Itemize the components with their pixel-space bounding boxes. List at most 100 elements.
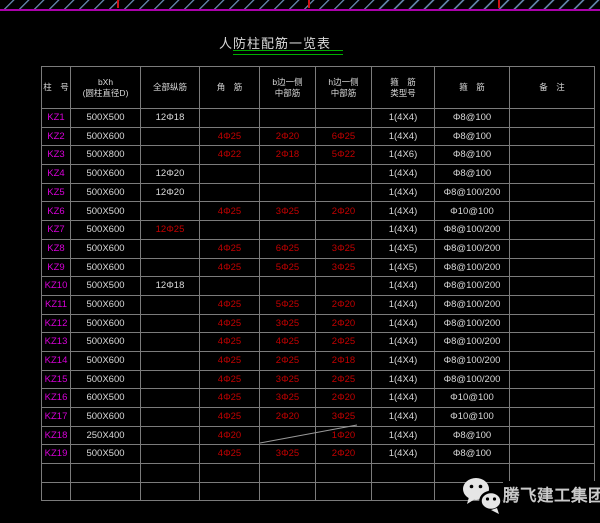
cell-bxh: 500X600 <box>70 350 141 371</box>
cell-bxh <box>70 481 141 502</box>
drawing-title: 人防柱配筋一览表 <box>218 36 331 51</box>
cell-id: KZ12 <box>41 313 71 334</box>
cell-b_mid: 4Φ25 <box>259 332 316 352</box>
table-row: KZ8 500X600 4Φ25 6Φ25 3Φ25 1(4X5) Φ8@100/200 <box>41 238 595 259</box>
cell-b_mid: 3Φ25 <box>259 313 316 334</box>
table-row: KZ16 600X500 4Φ25 3Φ25 2Φ20 1(4X4) Φ10@100 <box>41 388 595 408</box>
cell-corner: 4Φ25 <box>199 388 260 408</box>
cell-h_mid: 5Φ22 <box>315 145 372 166</box>
cell-hoop_type <box>371 463 435 483</box>
cell-bxh: 500X600 <box>70 257 141 278</box>
cell-bxh: 500X500 <box>70 444 141 465</box>
cell-hoop_type <box>371 481 435 502</box>
cell-longitudinal: 12Φ18 <box>140 276 200 296</box>
column-header-1: bXh (圆柱直径D) <box>70 66 141 109</box>
cell-note <box>509 369 595 390</box>
cell-id: KZ2 <box>41 126 71 147</box>
table-row: KZ6 500X500 4Φ25 3Φ25 2Φ20 1(4X4) Φ10@100 <box>41 201 595 222</box>
cell-b_mid <box>259 463 316 483</box>
cell-corner <box>199 164 260 184</box>
table-row: KZ9 500X600 4Φ25 5Φ25 3Φ25 1(4X5) Φ8@100/200 <box>41 257 595 278</box>
cell-corner: 4Φ22 <box>199 145 260 166</box>
column-header-7: 箍 筋 <box>434 66 510 109</box>
cell-hoop_type: 1(4X4) <box>371 388 435 408</box>
cell-id: KZ5 <box>41 182 71 203</box>
cell-bxh: 500X600 <box>70 332 141 352</box>
cell-note <box>509 444 595 465</box>
cell-note <box>509 126 595 147</box>
cell-b_mid: 3Φ25 <box>259 369 316 390</box>
cell-hoop_type: 1(4X4) <box>371 182 435 203</box>
cell-id <box>41 463 71 483</box>
cell-corner: 4Φ25 <box>199 238 260 259</box>
cell-h_mid: 2Φ20 <box>315 294 372 315</box>
cell-id: KZ15 <box>41 369 71 390</box>
cell-h_mid <box>315 108 372 128</box>
cell-h_mid: 3Φ25 <box>315 257 372 278</box>
cell-note <box>509 313 595 334</box>
cell-longitudinal <box>140 425 200 446</box>
cell-longitudinal <box>140 369 200 390</box>
cell-corner <box>199 481 260 502</box>
cell-hoop: Φ8@100/200 <box>434 276 510 296</box>
cell-hoop: Φ8@100 <box>434 108 510 128</box>
cell-bxh: 500X600 <box>70 164 141 184</box>
cell-bxh: 500X500 <box>70 108 141 128</box>
cell-corner <box>199 220 260 240</box>
cell-hoop: Φ8@100 <box>434 145 510 166</box>
cell-longitudinal <box>140 238 200 259</box>
cell-hoop: Φ10@100 <box>434 407 510 427</box>
table-row: KZ12 500X600 4Φ25 3Φ25 2Φ20 1(4X4) Φ8@100/200 <box>41 313 595 334</box>
cell-hoop: Φ8@100 <box>434 164 510 184</box>
cell-corner: 4Φ25 <box>199 313 260 334</box>
cell-hoop_type: 1(4X4) <box>371 369 435 390</box>
cell-note <box>509 388 595 408</box>
cell-hoop: Φ8@100/200 <box>434 369 510 390</box>
cell-hoop_type: 1(4X4) <box>371 201 435 222</box>
cell-longitudinal <box>140 126 200 147</box>
column-header-2: 全部纵筋 <box>140 66 200 109</box>
cell-id: KZ1 <box>41 108 71 128</box>
cell-hoop: Φ10@100 <box>434 201 510 222</box>
cell-h_mid: 6Φ25 <box>315 126 372 147</box>
cell-corner: 4Φ25 <box>199 126 260 147</box>
cell-bxh: 500X500 <box>70 276 141 296</box>
cell-h_mid: 2Φ20 <box>315 444 372 465</box>
cell-note <box>509 332 595 352</box>
cell-bxh: 250X400 <box>70 425 141 446</box>
cell-b_mid: 5Φ25 <box>259 294 316 315</box>
table-row: KZ5 500X600 12Φ20 1(4X4) Φ8@100/200 <box>41 182 595 203</box>
cell-note <box>509 220 595 240</box>
cell-id: KZ9 <box>41 257 71 278</box>
frame-tick <box>308 0 310 8</box>
cell-corner: 4Φ25 <box>199 369 260 390</box>
cell-bxh: 500X600 <box>70 220 141 240</box>
table-row: KZ4 500X600 12Φ20 1(4X4) Φ8@100 <box>41 164 595 184</box>
cell-h_mid <box>315 220 372 240</box>
table-row: KZ3 500X800 4Φ22 2Φ18 5Φ22 1(4X6) Φ8@100 <box>41 145 595 166</box>
cell-longitudinal: 12Φ25 <box>140 220 200 240</box>
table-row: KZ10 500X500 12Φ18 1(4X4) Φ8@100/200 <box>41 276 595 296</box>
cell-hoop_type: 1(4X4) <box>371 332 435 352</box>
cell-bxh: 500X600 <box>70 182 141 203</box>
cell-b_mid: 3Φ25 <box>259 388 316 408</box>
cell-corner: 4Φ25 <box>199 407 260 427</box>
cell-h_mid <box>315 481 372 502</box>
cell-longitudinal <box>140 257 200 278</box>
cell-corner: 4Φ20 <box>199 425 260 446</box>
cell-hoop: Φ8@100 <box>434 126 510 147</box>
cell-note <box>509 425 595 446</box>
cell-b_mid <box>259 481 316 502</box>
cell-longitudinal <box>140 294 200 315</box>
cell-hoop_type: 1(4X5) <box>371 257 435 278</box>
cell-h_mid <box>315 182 372 203</box>
cell-h_mid: 2Φ18 <box>315 350 372 371</box>
cell-longitudinal <box>140 145 200 166</box>
cell-id: KZ7 <box>41 220 71 240</box>
cell-longitudinal <box>140 388 200 408</box>
cell-bxh <box>70 463 141 483</box>
cell-b_mid: 2Φ18 <box>259 145 316 166</box>
column-header-8: 备 注 <box>509 66 595 109</box>
rebar-schedule-table: 柱 号 bXh (圆柱直径D) 全部纵筋角 筋 b边一侧 中部筋 h边一侧 中部筋箍 筋类型号… <box>41 66 595 502</box>
table-row: KZ17 500X600 4Φ25 2Φ20 3Φ25 1(4X4) Φ10@100 <box>41 407 595 427</box>
